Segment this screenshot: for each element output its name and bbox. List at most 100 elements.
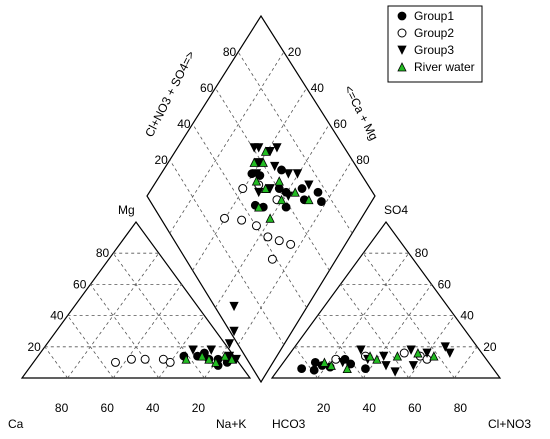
legend-marker <box>397 45 407 55</box>
anion-bottom-tick: 60 <box>408 401 422 415</box>
river-water-diamond-point <box>254 202 264 212</box>
river-water-diamond-point <box>249 157 259 167</box>
anion-grid-r <box>340 284 410 379</box>
group2-diamond-point <box>286 239 296 249</box>
diamond-grid-a <box>215 87 330 271</box>
anion-right-tick: 20 <box>483 340 497 354</box>
cation-right-label: Na+K <box>216 417 246 431</box>
legend-label: Group3 <box>414 43 454 57</box>
data-points <box>110 143 455 377</box>
river-water-anion-point <box>372 354 382 364</box>
diamond-grid-b <box>237 159 353 346</box>
cation-left-tick: 80 <box>96 246 110 260</box>
diamond-left-tick: 40 <box>177 117 191 131</box>
group3-diamond-point <box>283 169 294 179</box>
river-water-anion-point <box>319 357 330 367</box>
legend: Group1 Group2 Group3 River water <box>387 5 483 83</box>
anion-right-tick: 60 <box>438 277 452 291</box>
group2-anion-point <box>331 354 341 364</box>
anion-right-label: Cl+NO3 <box>488 417 531 431</box>
diamond-frame <box>146 14 376 384</box>
group1-diamond-point <box>297 184 307 193</box>
diamond-right-axis-label: <=Ca + Mg <box>341 83 381 143</box>
anion-bottom-tick: 40 <box>363 401 377 415</box>
group3-diamond-point <box>283 191 294 201</box>
anion-left-label: HCO3 <box>272 417 306 431</box>
diamond-right-tick: 20 <box>288 45 302 59</box>
diamond-right-tick: 80 <box>356 153 370 167</box>
tick-labels: 80 60 40 20 20 40 60 80 20 40 60 80 20 40 60 80 20 40 60 80… <box>27 45 496 415</box>
river-water-anion-point <box>365 351 375 361</box>
river-water-diamond-point <box>304 194 314 205</box>
river-water-cation-point <box>211 357 221 367</box>
group3-anion-point <box>440 342 450 352</box>
group3-diamond-point <box>265 146 275 157</box>
river-water-diamond-point <box>265 213 275 223</box>
river-water-diamond-point <box>276 194 287 205</box>
group2-diamond-point <box>220 213 230 223</box>
group2-diamond-point <box>251 221 261 231</box>
cation-left-label: Ca <box>8 417 24 431</box>
anion-bottom-tick: 80 <box>454 401 468 415</box>
grid-lines <box>44 51 478 379</box>
river-water-diamond-point <box>260 183 271 193</box>
legend-label: Group1 <box>414 9 454 23</box>
cation-left-tick: 20 <box>27 340 41 354</box>
group1-diamond-point <box>281 202 291 212</box>
river-water-cation-point <box>197 351 207 361</box>
group1-anion-point <box>297 364 307 374</box>
diamond-left-tick: 60 <box>200 81 214 95</box>
group1-diamond-point <box>313 187 323 197</box>
legend-marker <box>397 11 407 21</box>
river-water-cation-point <box>181 354 191 364</box>
cation-bottom-tick: 60 <box>101 401 115 415</box>
legend-label: River water <box>414 60 475 74</box>
cation-triangle-frame <box>20 220 252 379</box>
anion-grid-r <box>317 315 364 379</box>
river-water-diamond-point <box>260 146 271 156</box>
river-water-diamond-point <box>290 187 300 197</box>
river-water-diamond-point <box>251 176 262 186</box>
river-water-anion-point <box>392 351 403 361</box>
legend-marker <box>397 28 407 38</box>
cation-grid-l <box>67 252 160 379</box>
diamond-left-tick: 80 <box>223 45 237 59</box>
group2-diamond-point <box>238 184 248 194</box>
group2-cation-point <box>165 357 175 367</box>
river-water-anion-point <box>342 363 352 374</box>
anion-right-tick: 80 <box>415 246 429 260</box>
group3-anion-point <box>356 345 366 355</box>
group3-anion-point <box>390 367 400 377</box>
triangle-frames <box>20 14 502 384</box>
anion-grid-r <box>362 252 455 379</box>
group3-diamond-point <box>254 187 264 198</box>
group3-diamond-point <box>254 143 264 153</box>
group3-diamond-point <box>270 161 280 172</box>
group3-anion-point <box>379 351 389 362</box>
anion-triangle-frame <box>270 220 502 379</box>
anion-right-tick: 40 <box>460 309 474 323</box>
cation-left-tick: 40 <box>50 309 64 323</box>
group3-cation-point <box>206 345 216 355</box>
anion-grid-l <box>362 284 432 379</box>
group3-anion-point <box>422 348 432 358</box>
group3-cation-point <box>224 339 235 349</box>
legend-label: Group2 <box>414 26 454 40</box>
cation-grid-l <box>112 284 182 379</box>
group3-diamond-point <box>251 169 262 179</box>
cation-grid-r <box>44 346 68 379</box>
cation-top-label: Mg <box>118 203 135 217</box>
river-water-cation-point <box>220 351 230 361</box>
group3-anion-point <box>408 361 419 371</box>
diamond-grid-a <box>192 123 307 308</box>
diamond-left-tick: 20 <box>154 153 168 167</box>
group1-anion-point <box>346 359 356 369</box>
anion-bottom-tick: 20 <box>317 401 331 415</box>
group2-cation-point <box>110 357 120 367</box>
group2-diamond-point <box>274 236 284 246</box>
group3-anion-point <box>406 345 416 355</box>
cation-left-tick: 60 <box>73 277 87 291</box>
river-water-anion-point <box>326 360 336 370</box>
cation-grid-r <box>67 315 114 379</box>
